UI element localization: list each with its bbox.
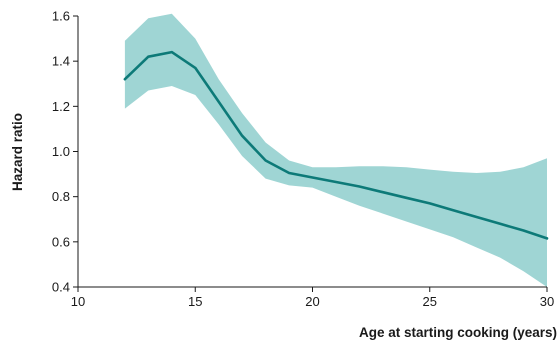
x-tick-label: 10 <box>71 294 85 309</box>
confidence-band-0 <box>124 13 548 287</box>
y-ticks: 0.4 0.6 0.8 1.0 1.2 1.4 1.6 <box>52 9 78 295</box>
y-tick-label: 1.0 <box>52 144 70 159</box>
y-tick-label: 1.2 <box>52 99 70 114</box>
y-tick-label: 1.4 <box>52 54 70 69</box>
y-tick-label: 0.6 <box>52 234 70 249</box>
y-axis-title: Hazard ratio <box>10 113 25 191</box>
y-tick-label: 0.8 <box>52 189 70 204</box>
x-tick-label: 25 <box>423 294 437 309</box>
x-tick-label: 30 <box>540 294 554 309</box>
hazard-ratio-line-0 <box>123 50 549 240</box>
hazard-line-layer <box>123 50 549 240</box>
x-axis-title: Age at starting cooking (years) <box>359 325 557 340</box>
x-ticks: 10 15 20 25 30 <box>71 287 554 309</box>
y-tick-label: 1.6 <box>52 9 70 24</box>
y-tick-label: 0.4 <box>52 280 70 295</box>
confidence-band-layer <box>124 13 548 287</box>
x-tick-label: 15 <box>188 294 202 309</box>
x-tick-label: 20 <box>305 294 319 309</box>
